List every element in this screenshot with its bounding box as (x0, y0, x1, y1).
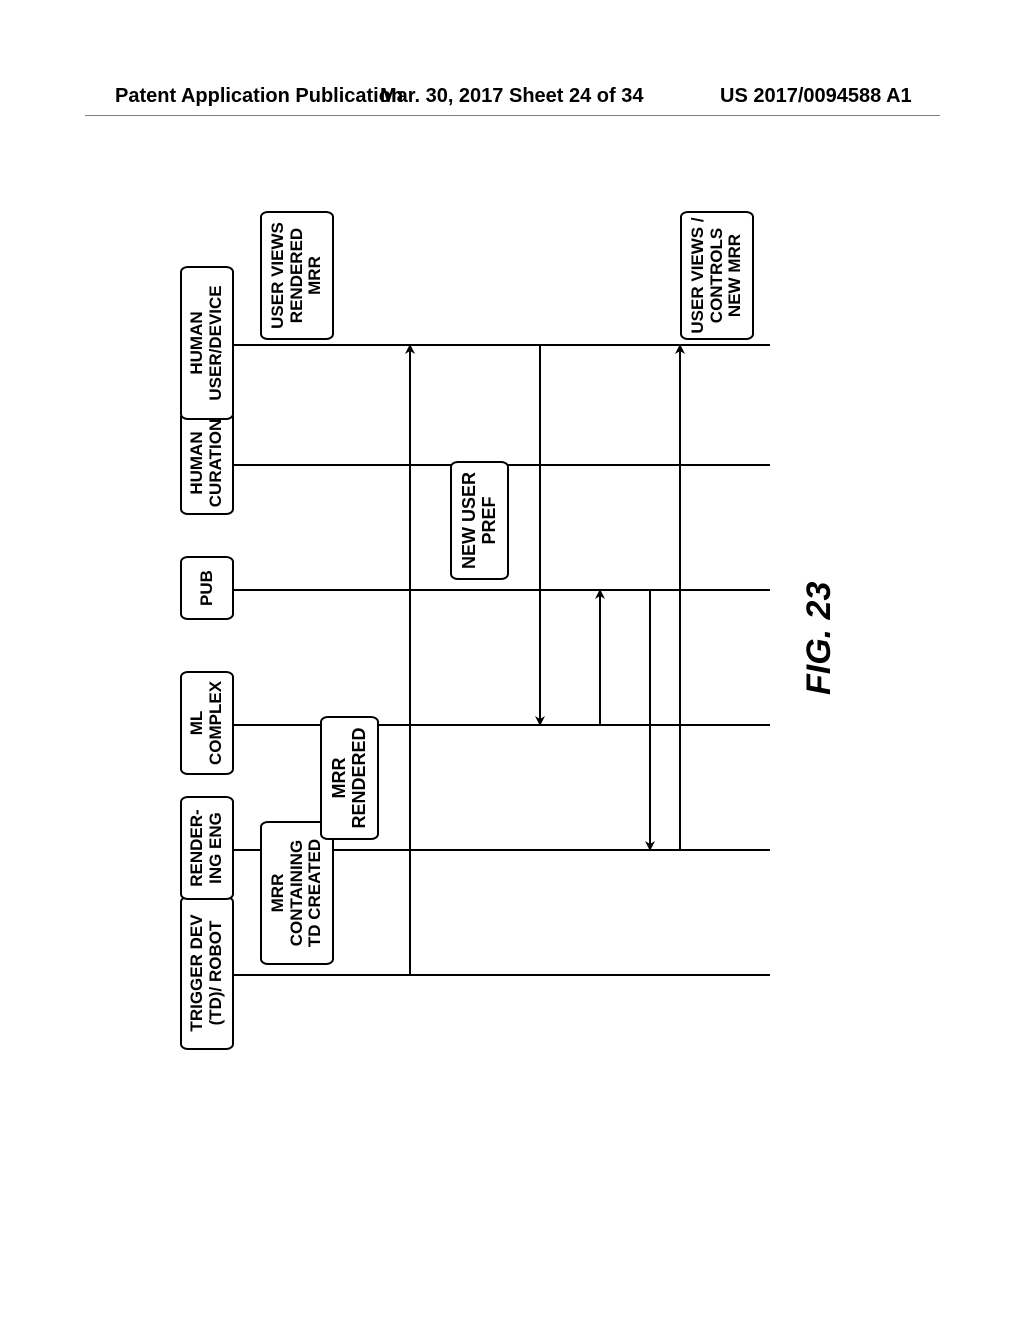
lane-header-5: HUMAN USER/DEVICE (180, 266, 234, 420)
lane-header-3: PUB (180, 556, 234, 620)
event-mrr-rendered: MRR RENDERED (320, 716, 379, 840)
lane-header-2: ML COMPLEX (180, 671, 234, 775)
page: Patent Application Publication Mar. 30, … (0, 0, 1024, 1320)
header-right: US 2017/0094588 A1 (720, 85, 912, 108)
figure-label: FIG. 23 (800, 582, 839, 695)
event-user-controls: USER VIEWS / CONTROLS NEW MRR (680, 211, 754, 340)
diagram-rotated: TRIGGER DEV (TD)/ ROBOTRENDER- ING ENG ML… (160, 215, 860, 1065)
event-user-views: USER VIEWS RENDERED MRR (260, 211, 334, 340)
header-left: Patent Application Publication (115, 85, 403, 108)
lane-header-1: RENDER- ING ENG (180, 796, 234, 900)
lane-header-4: HUMAN CURATION (180, 411, 234, 515)
event-mrr-created: MRR CONTAINING TD CREATED (260, 821, 334, 965)
event-new-user-pref: NEW USER PREF (450, 461, 509, 580)
header-rule (85, 115, 940, 116)
lane-header-0: TRIGGER DEV (TD)/ ROBOT (180, 896, 234, 1050)
header-mid: Mar. 30, 2017 Sheet 24 of 34 (380, 85, 644, 108)
